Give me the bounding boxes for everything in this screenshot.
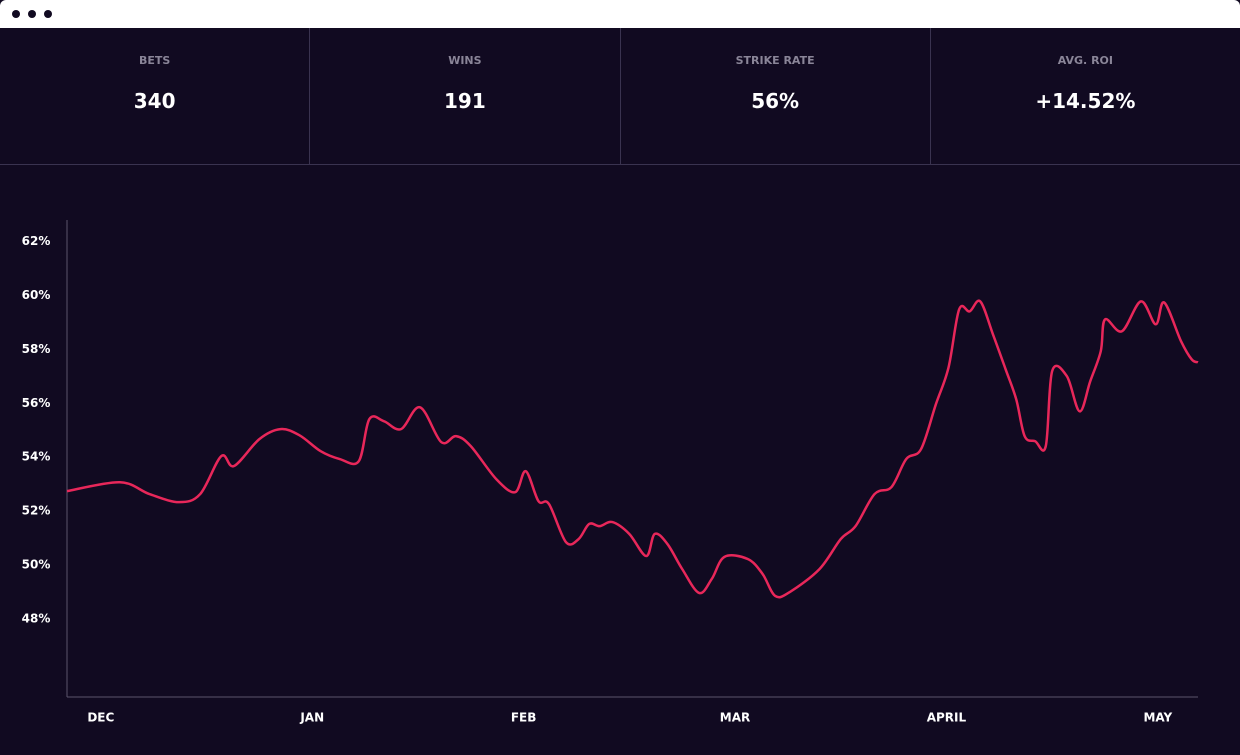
y-tick-label: 56% [22, 396, 51, 410]
y-tick-label: 50% [22, 557, 51, 571]
y-tick-label: 62% [22, 234, 51, 248]
stat: AVG. ROI +14.52% [931, 28, 1240, 164]
window-dot [28, 10, 36, 18]
stats-row: BETS 340 WINS 191 STRIKE RATE 56% AVG. ROI +… [0, 28, 1240, 165]
x-tick-label: JAN [299, 711, 324, 725]
x-tick-label: FEB [511, 711, 537, 725]
y-tick-label: 48% [22, 611, 51, 625]
window-dot [12, 10, 20, 18]
window-dot [44, 10, 52, 18]
stat-label: STRIKE RATE [735, 54, 815, 67]
stat: BETS 340 [0, 28, 311, 164]
y-tick-label: 54% [22, 450, 51, 464]
stat-value: 340 [133, 89, 176, 113]
x-tick-label: MAR [720, 711, 750, 725]
line [66, 299, 1199, 599]
y-tick-label: 58% [22, 342, 51, 356]
x-tick-label: MAY [1143, 711, 1172, 725]
y-tick-label: 60% [22, 288, 51, 302]
stat: WINS 191 [310, 28, 621, 164]
x-tick-label: APRIL [927, 711, 967, 725]
stat-value: 191 [444, 89, 486, 113]
stat-value: +14.52% [1035, 89, 1136, 113]
stat-label: BETS [138, 54, 171, 67]
stat: STRIKE RATE 56% [621, 28, 931, 164]
stat-value: 56% [751, 89, 800, 113]
stat-label: AVG. ROI [1057, 54, 1113, 67]
x-tick-label: DEC [87, 711, 114, 725]
stat-label: WINS [448, 54, 482, 67]
window-bar [0, 0, 1240, 28]
y-tick-label: 52% [22, 504, 51, 518]
